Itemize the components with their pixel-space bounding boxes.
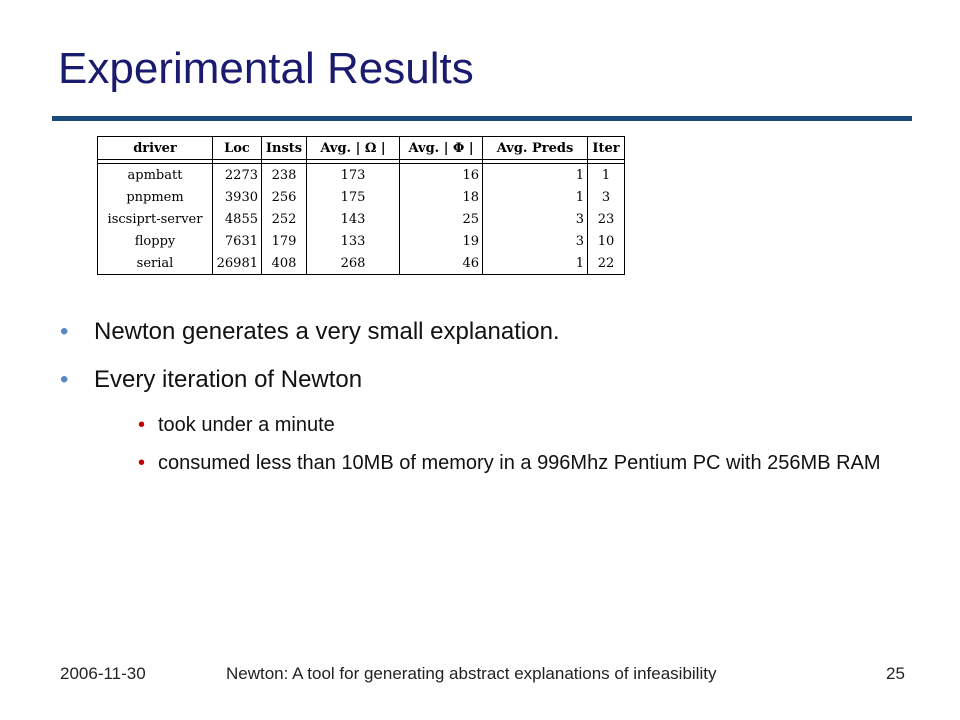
- slide-title: Experimental Results: [58, 44, 474, 93]
- bullet-text: Newton generates a very small explanatio…: [94, 318, 560, 345]
- sub-bullet-dot-icon: •: [138, 452, 146, 474]
- cell-avg-preds: 1: [482, 163, 588, 186]
- cell-loc: 2273: [212, 163, 262, 186]
- cell-avg-phi: 18: [399, 186, 483, 208]
- cell-avg-phi: 25: [399, 208, 483, 230]
- cell-avg-preds: 1: [482, 186, 588, 208]
- bullet-text: Every iteration of Newton: [94, 366, 363, 393]
- title-divider: [52, 116, 912, 121]
- cell-driver: iscsiprt-server: [97, 208, 213, 230]
- cell-iter: 3: [587, 186, 625, 208]
- column-header-loc: Loc: [212, 136, 262, 160]
- cell-avg-preds: 1: [482, 252, 588, 275]
- footer-title: Newton: A tool for generating abstract e…: [226, 664, 717, 683]
- cell-iter: 23: [587, 208, 625, 230]
- cell-avg-omega: 173: [306, 163, 400, 186]
- cell-avg-preds: 3: [482, 230, 588, 252]
- bullet-item: • Newton generates a very small explanat…: [60, 316, 920, 348]
- table-row: apmbatt 2273 238 173 16 1 1: [97, 163, 625, 186]
- table-separator: [97, 159, 625, 164]
- column-header-avg-omega: Avg. | Ω |: [306, 136, 400, 160]
- cell-driver: apmbatt: [97, 163, 213, 186]
- results-table: driver Loc Insts Avg. | Ω | Avg. | Φ | A…: [97, 136, 625, 275]
- column-header-avg-phi: Avg. | Φ |: [399, 136, 483, 160]
- cell-driver: serial: [97, 252, 213, 275]
- cell-avg-phi: 46: [399, 252, 483, 275]
- cell-avg-phi: 19: [399, 230, 483, 252]
- cell-loc: 7631: [212, 230, 262, 252]
- column-header-avg-preds: Avg. Preds: [482, 136, 588, 160]
- cell-avg-preds: 3: [482, 208, 588, 230]
- sub-bullet-text: took under a minute: [158, 414, 335, 436]
- cell-loc: 26981: [212, 252, 262, 275]
- page-number: 25: [886, 664, 905, 683]
- cell-insts: 256: [261, 186, 307, 208]
- table-row: floppy 7631 179 133 19 3 10: [97, 230, 625, 252]
- table-header-row: driver Loc Insts Avg. | Ω | Avg. | Φ | A…: [97, 136, 625, 160]
- bullet-dot-icon: •: [60, 366, 69, 393]
- cell-driver: floppy: [97, 230, 213, 252]
- table-row: pnpmem 3930 256 175 18 1 3: [97, 186, 625, 208]
- results-table-container: driver Loc Insts Avg. | Ω | Avg. | Φ | A…: [97, 136, 625, 275]
- cell-iter: 22: [587, 252, 625, 275]
- bullet-list: • Newton generates a very small explanat…: [60, 316, 920, 488]
- bullet-item: • Every iteration of Newton: [60, 364, 920, 396]
- table-row: serial 26981 408 268 46 1 22: [97, 252, 625, 275]
- bullet-dot-icon: •: [60, 318, 69, 345]
- column-header-driver: driver: [97, 136, 213, 160]
- cell-loc: 4855: [212, 208, 262, 230]
- cell-insts: 252: [261, 208, 307, 230]
- column-header-iter: Iter: [587, 136, 625, 160]
- cell-avg-omega: 175: [306, 186, 400, 208]
- footer-date: 2006-11-30: [60, 664, 146, 683]
- table-row: iscsiprt-server 4855 252 143 25 3 23: [97, 208, 625, 230]
- cell-avg-phi: 16: [399, 163, 483, 186]
- sub-bullet-item: • consumed less than 10MB of memory in a…: [138, 450, 920, 476]
- cell-avg-omega: 268: [306, 252, 400, 275]
- cell-iter: 1: [587, 163, 625, 186]
- cell-insts: 179: [261, 230, 307, 252]
- sub-bullet-text: consumed less than 10MB of memory in a 9…: [158, 452, 881, 474]
- column-header-insts: Insts: [261, 136, 307, 160]
- cell-insts: 238: [261, 163, 307, 186]
- cell-iter: 10: [587, 230, 625, 252]
- cell-avg-omega: 143: [306, 208, 400, 230]
- cell-insts: 408: [261, 252, 307, 275]
- sub-bullet-dot-icon: •: [138, 414, 146, 436]
- cell-loc: 3930: [212, 186, 262, 208]
- cell-avg-omega: 133: [306, 230, 400, 252]
- sub-bullet-item: • took under a minute: [138, 412, 920, 438]
- cell-driver: pnpmem: [97, 186, 213, 208]
